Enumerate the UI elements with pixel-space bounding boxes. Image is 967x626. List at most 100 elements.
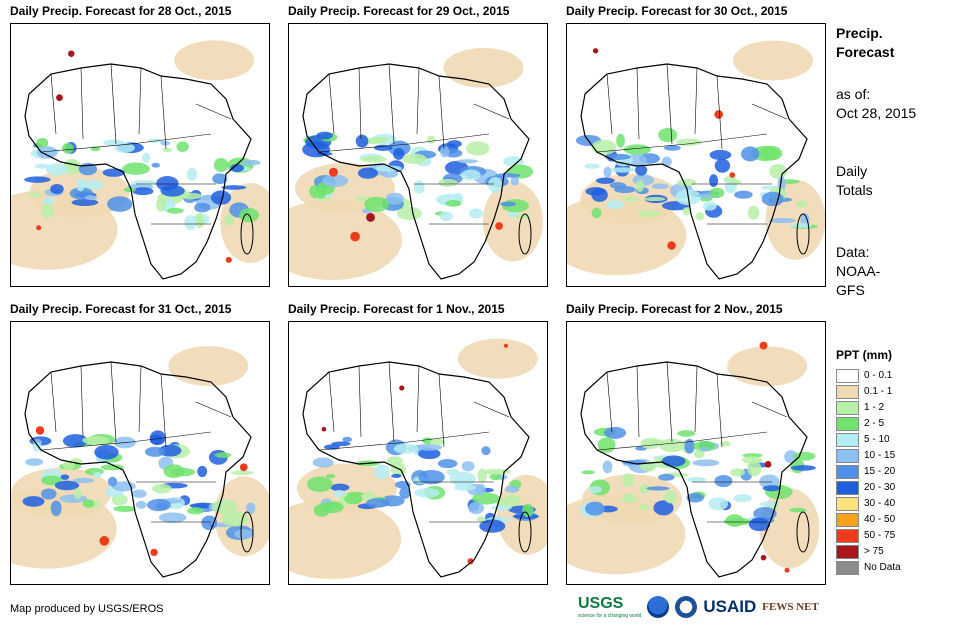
rain-area — [355, 134, 369, 148]
heavy-rain-cell — [784, 567, 790, 573]
rain-area — [790, 223, 812, 229]
country-border — [358, 67, 362, 140]
rain-area — [366, 498, 390, 508]
rain-area — [622, 473, 634, 487]
africa-map-svg — [567, 341, 820, 578]
dry-area — [727, 346, 808, 387]
rain-area — [469, 208, 484, 219]
rain-area — [80, 179, 104, 190]
rain-area — [720, 440, 731, 447]
rain-area — [733, 494, 752, 503]
country-border — [473, 103, 510, 120]
asof-line2: Oct 28, 2015 — [836, 105, 917, 121]
rain-area — [392, 147, 405, 160]
rain-area — [709, 149, 732, 161]
rain-area — [307, 476, 333, 493]
forecast-panel-29-oct: Daily Precip. Forecast for 29 Oct., 2015 — [288, 4, 553, 287]
usgs-logo: USGS science for a changing world — [578, 595, 641, 619]
country-border — [328, 73, 335, 135]
heavy-rain-cell — [36, 225, 42, 231]
legend-label: 1 - 2 — [864, 402, 885, 413]
rain-area — [692, 459, 720, 467]
country-border — [318, 441, 410, 451]
rain-area — [342, 436, 352, 443]
legend-label: No Data — [864, 562, 901, 573]
rain-area — [651, 183, 669, 190]
legend-swatch — [836, 416, 859, 431]
heavy-rain-cell — [328, 167, 338, 177]
heavy-rain-cell — [99, 536, 110, 546]
rain-area — [391, 473, 402, 478]
rain-area — [316, 131, 333, 140]
legend-swatch — [836, 464, 859, 479]
rain-area — [213, 157, 229, 173]
rain-area — [461, 461, 475, 472]
rain-area — [741, 456, 763, 464]
country-border — [694, 67, 698, 135]
state-seal-icon — [675, 596, 698, 618]
country-border — [438, 75, 445, 150]
heavy-rain-cell — [68, 50, 75, 57]
legend-swatch — [836, 480, 859, 495]
rain-area — [42, 196, 55, 206]
rain-area — [131, 179, 157, 186]
rain-area — [695, 212, 705, 221]
heavy-rain-cell — [35, 426, 45, 435]
country-border — [666, 63, 673, 145]
rain-area — [708, 497, 729, 511]
rain-area — [637, 210, 660, 218]
rain-area — [364, 196, 390, 212]
rain-area — [759, 474, 780, 489]
as-of-note: as of: Oct 28, 2015 — [836, 85, 916, 123]
rain-area — [399, 487, 411, 499]
country-border — [636, 365, 640, 438]
rain-area — [603, 426, 627, 439]
rain-area — [92, 472, 102, 478]
rain-area — [162, 147, 173, 153]
usgs-logo-text: USGS — [578, 595, 624, 612]
rain-area — [360, 155, 387, 163]
country-border — [694, 365, 698, 433]
rain-area — [489, 472, 502, 481]
rain-area — [761, 191, 784, 207]
rain-area — [36, 137, 49, 149]
rain-area — [762, 485, 781, 492]
rain-area — [315, 186, 327, 199]
rain-area — [734, 190, 753, 199]
rain-area — [45, 163, 69, 176]
rain-area — [103, 139, 125, 147]
rain-area — [661, 156, 672, 167]
country-border — [138, 67, 142, 135]
precip-legend: 0 - 0.1 0.1 - 1 1 - 2 2 - 5 5 - 10 10 - 15 15 … — [836, 368, 901, 576]
rain-area — [146, 498, 172, 512]
country-border — [110, 63, 117, 145]
rain-area — [194, 202, 211, 213]
rain-area — [664, 490, 677, 504]
legend-swatch — [836, 560, 859, 575]
rain-area — [457, 159, 479, 164]
panel-title: Daily Precip. Forecast for 2 Nov., 2015 — [566, 302, 783, 316]
rain-area — [381, 170, 398, 178]
rain-area — [581, 470, 595, 475]
legend-item: > 75 — [836, 544, 901, 559]
heavy-rain-cell — [350, 231, 360, 242]
country-border — [40, 441, 132, 451]
rain-area — [759, 501, 778, 507]
rain-area — [221, 185, 247, 190]
rain-area — [144, 446, 166, 457]
rain-area — [414, 487, 440, 498]
rain-area — [663, 144, 681, 151]
country-border — [388, 361, 395, 443]
rain-area — [709, 187, 725, 199]
rain-area — [468, 501, 485, 515]
rain-area — [646, 486, 670, 491]
rain-area — [603, 166, 612, 178]
rain-area — [60, 474, 70, 480]
rain-area — [234, 529, 254, 540]
heavy-rain-cell — [729, 172, 736, 178]
rain-area — [396, 206, 422, 221]
dry-area — [289, 499, 402, 579]
rain-area — [730, 468, 746, 477]
heavy-rain-cell — [759, 341, 768, 350]
country-border — [138, 365, 142, 433]
